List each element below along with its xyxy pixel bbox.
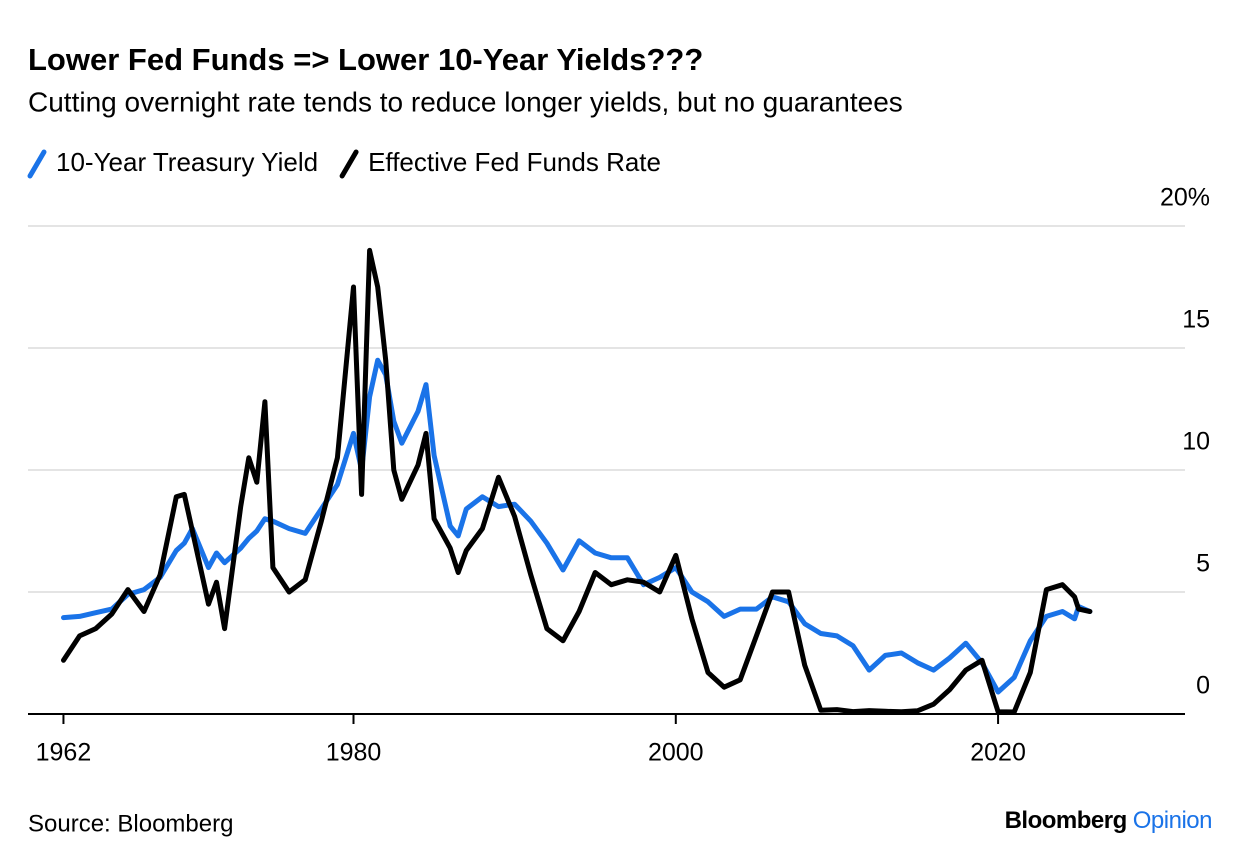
series-line <box>61 357 1093 695</box>
y-tick-label: 15 <box>1182 306 1210 334</box>
x-tick-label: 1980 <box>326 739 382 767</box>
legend-swatch <box>339 149 359 179</box>
x-tick-label: 2000 <box>648 739 704 767</box>
chart-subtitle: Cutting overnight rate tends to reduce l… <box>28 86 903 117</box>
brand-section: Opinion <box>1133 807 1212 834</box>
y-tick-label: 0 <box>1196 672 1210 700</box>
y-tick-label: 20% <box>1160 184 1210 212</box>
chart-title: Lower Fed Funds => Lower 10-Year Yields?… <box>28 42 703 77</box>
brand-name: Bloomberg <box>1005 807 1127 834</box>
legend-label: Effective Fed Funds Rate <box>368 147 661 177</box>
legend-label: 10-Year Treasury Yield <box>56 147 318 177</box>
y-tick-label: 10 <box>1182 428 1210 456</box>
source: Source: Bloomberg <box>28 810 233 837</box>
x-tick-label: 2020 <box>970 739 1026 767</box>
legend-swatch <box>27 149 47 179</box>
brand: Bloomberg Opinion <box>1005 807 1212 834</box>
y-tick-label: 5 <box>1196 550 1210 578</box>
series-line <box>61 247 1093 715</box>
x-tick-label: 1962 <box>36 739 92 767</box>
